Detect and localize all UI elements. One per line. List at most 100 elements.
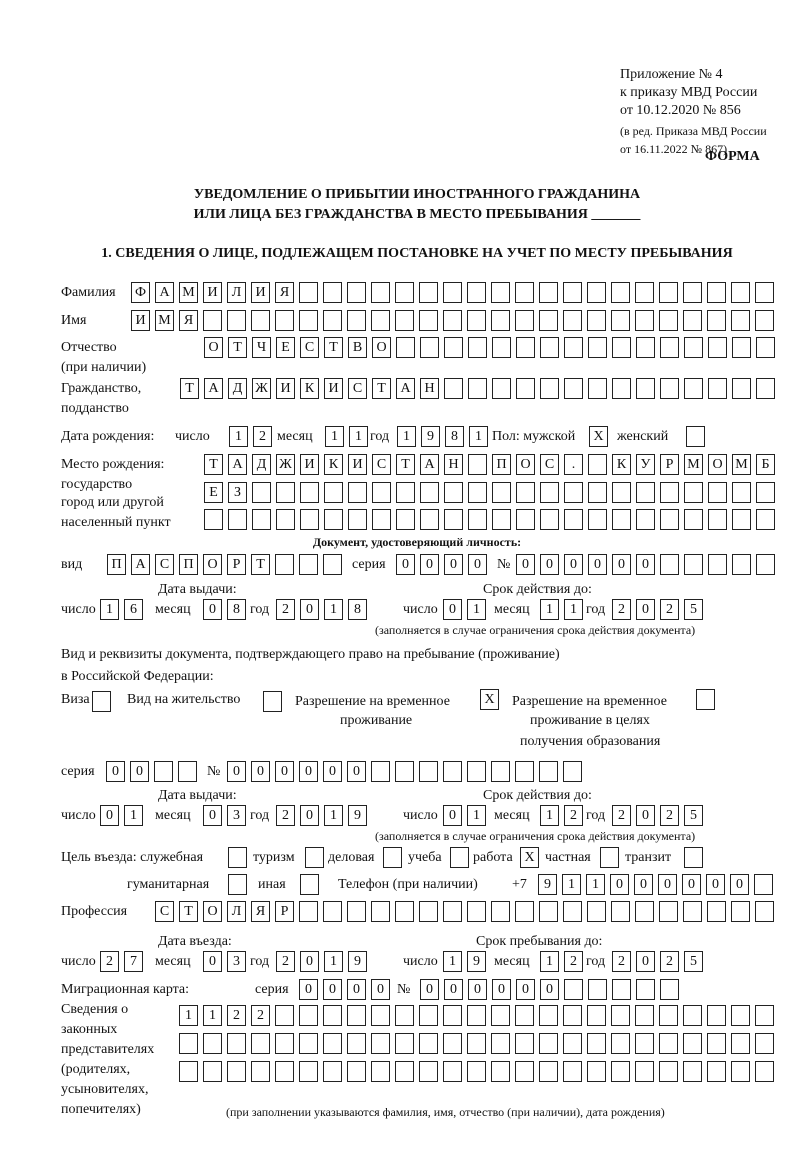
char-cell[interactable]: Ч bbox=[252, 337, 271, 358]
char-cell[interactable] bbox=[707, 1005, 726, 1026]
char-cell[interactable] bbox=[492, 482, 511, 503]
char-cell[interactable]: 1 bbox=[443, 951, 462, 972]
char-cell[interactable]: 0 bbox=[492, 979, 511, 1000]
char-cell[interactable]: А bbox=[131, 554, 150, 575]
char-cell[interactable] bbox=[324, 482, 343, 503]
char-cell[interactable]: X bbox=[589, 426, 608, 447]
char-cell[interactable] bbox=[708, 482, 727, 503]
char-cell[interactable] bbox=[731, 310, 750, 331]
char-cell[interactable] bbox=[539, 761, 558, 782]
char-cell[interactable] bbox=[203, 1033, 222, 1054]
char-cell[interactable] bbox=[660, 337, 679, 358]
char-cell[interactable]: 2 bbox=[276, 951, 295, 972]
char-cell[interactable]: 1 bbox=[324, 951, 343, 972]
char-cell[interactable] bbox=[323, 1033, 342, 1054]
char-cell[interactable]: 1 bbox=[467, 805, 486, 826]
char-cell[interactable]: А bbox=[228, 454, 247, 475]
char-cell[interactable]: 0 bbox=[612, 554, 631, 575]
char-cell[interactable]: Т bbox=[180, 378, 199, 399]
char-cell[interactable]: Д bbox=[252, 454, 271, 475]
char-cell[interactable]: И bbox=[203, 282, 222, 303]
char-cell[interactable]: О bbox=[204, 337, 223, 358]
char-cell[interactable] bbox=[324, 509, 343, 530]
char-cell[interactable] bbox=[515, 1033, 534, 1054]
char-cell[interactable]: 8 bbox=[227, 599, 246, 620]
char-cell[interactable] bbox=[323, 282, 342, 303]
char-cell[interactable] bbox=[347, 1061, 366, 1082]
char-cell[interactable] bbox=[252, 509, 271, 530]
char-cell[interactable] bbox=[227, 1033, 246, 1054]
char-cell[interactable] bbox=[443, 901, 462, 922]
char-cell[interactable]: 0 bbox=[227, 761, 246, 782]
char-cell[interactable]: Е bbox=[276, 337, 295, 358]
char-cell[interactable] bbox=[348, 509, 367, 530]
char-cell[interactable] bbox=[563, 761, 582, 782]
char-cell[interactable] bbox=[587, 282, 606, 303]
char-cell[interactable] bbox=[515, 901, 534, 922]
char-cell[interactable]: 0 bbox=[564, 554, 583, 575]
char-cell[interactable] bbox=[754, 874, 773, 895]
char-cell[interactable] bbox=[756, 337, 775, 358]
char-cell[interactable] bbox=[300, 509, 319, 530]
char-cell[interactable] bbox=[539, 282, 558, 303]
char-cell[interactable] bbox=[204, 509, 223, 530]
char-cell[interactable] bbox=[612, 979, 631, 1000]
char-cell[interactable] bbox=[300, 874, 319, 895]
char-cell[interactable]: 9 bbox=[421, 426, 440, 447]
char-cell[interactable] bbox=[588, 509, 607, 530]
char-cell[interactable]: 2 bbox=[253, 426, 272, 447]
char-cell[interactable]: О bbox=[372, 337, 391, 358]
char-cell[interactable] bbox=[731, 1033, 750, 1054]
char-cell[interactable]: 0 bbox=[516, 554, 535, 575]
char-cell[interactable] bbox=[563, 310, 582, 331]
char-cell[interactable] bbox=[299, 282, 318, 303]
char-cell[interactable] bbox=[347, 310, 366, 331]
char-cell[interactable]: 1 bbox=[586, 874, 605, 895]
char-cell[interactable]: 1 bbox=[325, 426, 344, 447]
char-cell[interactable] bbox=[755, 1061, 774, 1082]
char-cell[interactable] bbox=[684, 482, 703, 503]
char-cell[interactable] bbox=[756, 554, 775, 575]
char-cell[interactable] bbox=[755, 282, 774, 303]
char-cell[interactable]: А bbox=[396, 378, 415, 399]
char-cell[interactable] bbox=[419, 761, 438, 782]
char-cell[interactable]: 2 bbox=[612, 805, 631, 826]
char-cell[interactable] bbox=[419, 282, 438, 303]
char-cell[interactable] bbox=[563, 901, 582, 922]
char-cell[interactable] bbox=[755, 1033, 774, 1054]
char-cell[interactable] bbox=[660, 509, 679, 530]
char-cell[interactable] bbox=[154, 761, 173, 782]
char-cell[interactable]: 0 bbox=[444, 554, 463, 575]
char-cell[interactable] bbox=[492, 509, 511, 530]
char-cell[interactable] bbox=[659, 1005, 678, 1026]
char-cell[interactable]: 1 bbox=[540, 805, 559, 826]
char-cell[interactable]: 9 bbox=[348, 805, 367, 826]
char-cell[interactable] bbox=[588, 337, 607, 358]
char-cell[interactable] bbox=[323, 554, 342, 575]
char-cell[interactable]: 1 bbox=[100, 599, 119, 620]
char-cell[interactable] bbox=[228, 509, 247, 530]
char-cell[interactable] bbox=[347, 1005, 366, 1026]
char-cell[interactable]: К bbox=[324, 454, 343, 475]
char-cell[interactable] bbox=[708, 509, 727, 530]
char-cell[interactable] bbox=[444, 378, 463, 399]
char-cell[interactable] bbox=[396, 482, 415, 503]
char-cell[interactable]: Т bbox=[204, 454, 223, 475]
char-cell[interactable]: 0 bbox=[299, 761, 318, 782]
char-cell[interactable] bbox=[227, 1061, 246, 1082]
char-cell[interactable] bbox=[600, 847, 619, 868]
char-cell[interactable] bbox=[468, 509, 487, 530]
char-cell[interactable] bbox=[539, 1033, 558, 1054]
char-cell[interactable] bbox=[371, 282, 390, 303]
char-cell[interactable]: Т bbox=[251, 554, 270, 575]
char-cell[interactable] bbox=[444, 509, 463, 530]
char-cell[interactable]: 5 bbox=[684, 951, 703, 972]
char-cell[interactable] bbox=[491, 310, 510, 331]
char-cell[interactable]: 1 bbox=[349, 426, 368, 447]
char-cell[interactable]: 2 bbox=[100, 951, 119, 972]
char-cell[interactable] bbox=[228, 874, 247, 895]
char-cell[interactable] bbox=[419, 1061, 438, 1082]
char-cell[interactable] bbox=[275, 1005, 294, 1026]
char-cell[interactable]: 2 bbox=[564, 951, 583, 972]
char-cell[interactable] bbox=[515, 761, 534, 782]
